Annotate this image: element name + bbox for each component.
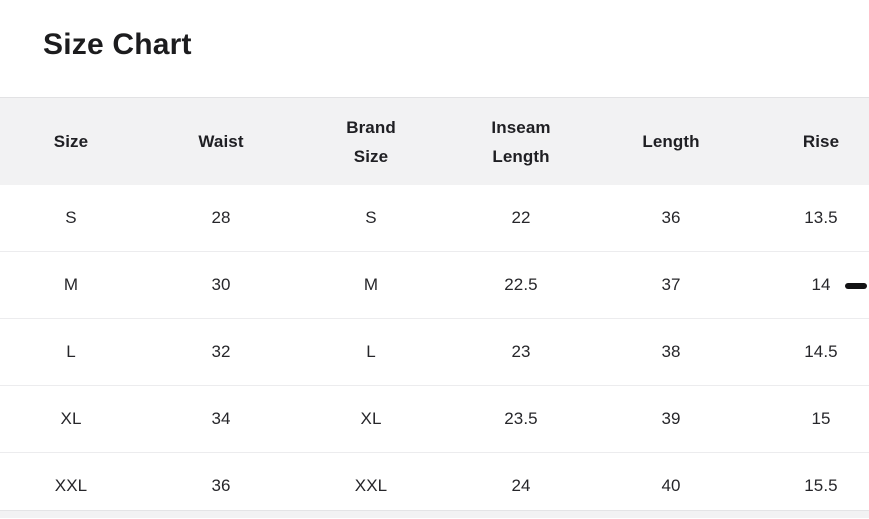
cell-waist-m: 30 — [146, 252, 296, 319]
cell-size-s: S — [0, 185, 146, 252]
cell-waist-s: 28 — [146, 185, 296, 252]
cell-brand-size-s: S — [296, 185, 446, 252]
cell-length-l: 38 — [596, 319, 746, 386]
column-header-size: Size — [0, 98, 146, 186]
cell-rise-s: 13.5 — [746, 185, 869, 252]
dash-marker-icon — [845, 283, 867, 289]
cell-size-l: L — [0, 319, 146, 386]
cell-brand-size-m: M — [296, 252, 446, 319]
cell-waist-l: 32 — [146, 319, 296, 386]
page-title: Size Chart — [43, 26, 192, 64]
next-section-strip — [0, 510, 869, 518]
cell-inseam-length-m: 22.5 — [446, 252, 596, 319]
cell-inseam-length-l: 23 — [446, 319, 596, 386]
cell-rise-xl: 15 — [746, 386, 869, 453]
cell-length-s: 36 — [596, 185, 746, 252]
cell-inseam-length-s: 22 — [446, 185, 596, 252]
column-header-brand-size: Brand Size — [296, 98, 446, 186]
cell-waist-xl: 34 — [146, 386, 296, 453]
cell-inseam-length-xl: 23.5 — [446, 386, 596, 453]
cell-rise-l: 14.5 — [746, 319, 869, 386]
column-header-waist: Waist — [146, 98, 296, 186]
cell-length-xl: 39 — [596, 386, 746, 453]
cell-size-m: M — [0, 252, 146, 319]
column-header-length: Length — [596, 98, 746, 186]
cell-length-m: 37 — [596, 252, 746, 319]
column-header-inseam-length: Inseam Length — [446, 98, 596, 186]
cell-brand-size-xl: XL — [296, 386, 446, 453]
column-header-rise: Rise — [746, 98, 869, 186]
cell-brand-size-l: L — [296, 319, 446, 386]
cell-size-xl: XL — [0, 386, 146, 453]
